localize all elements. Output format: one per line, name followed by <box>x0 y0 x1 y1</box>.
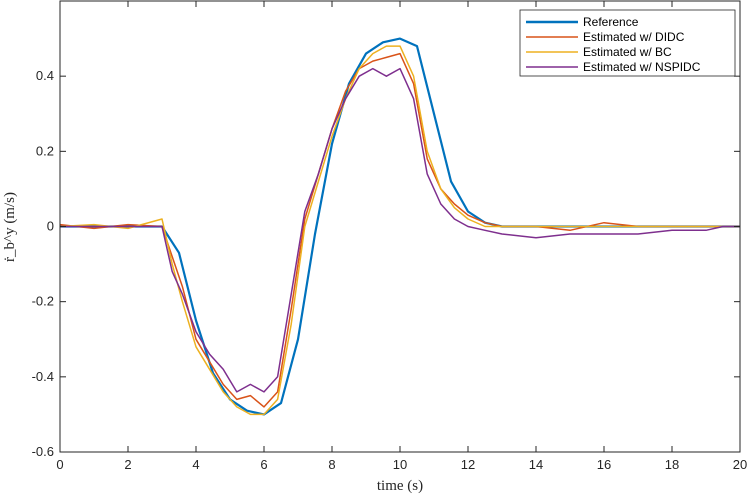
x-tick-label: 6 <box>260 457 267 472</box>
y-axis-title: ṙ_b^y (m/s) <box>2 192 18 262</box>
series-line-2 <box>59 45 740 416</box>
x-tick-label: 10 <box>393 457 407 472</box>
x-tick-label: 8 <box>328 457 335 472</box>
x-tick-label: 2 <box>124 457 131 472</box>
x-tick-label: 0 <box>56 457 63 472</box>
x-tick-label: 14 <box>529 457 543 472</box>
x-tick-label: 20 <box>733 457 747 472</box>
x-tick-label: 12 <box>461 457 475 472</box>
x-axis: 0 2 4 6 8 10 12 14 16 18 20 <box>56 1 747 472</box>
y-tick-label: 0 <box>47 219 54 234</box>
x-tick-label: 18 <box>665 457 679 472</box>
legend-label-2: Estimated w/ BC <box>583 45 672 59</box>
y-tick-label: 0.2 <box>36 143 54 158</box>
x-tick-label: 16 <box>597 457 611 472</box>
y-tick-label: -0.6 <box>32 444 54 459</box>
y-axis: -0.6 -0.4 -0.2 0 0.2 0.4 <box>32 68 740 459</box>
legend-label-1: Estimated w/ DIDC <box>583 30 685 44</box>
series-line-0 <box>60 37 740 416</box>
x-tick-label: 4 <box>192 457 199 472</box>
legend-label-3: Estimated w/ NSPIDC <box>583 60 701 74</box>
y-tick-label: -0.4 <box>32 369 54 384</box>
series-layer <box>59 37 740 416</box>
x-axis-title: time (s) <box>377 478 423 494</box>
legend-label-0: Reference <box>583 15 639 29</box>
y-tick-label: 0.4 <box>36 68 54 83</box>
series-line-3 <box>60 67 740 393</box>
y-tick-label: -0.2 <box>32 294 54 309</box>
